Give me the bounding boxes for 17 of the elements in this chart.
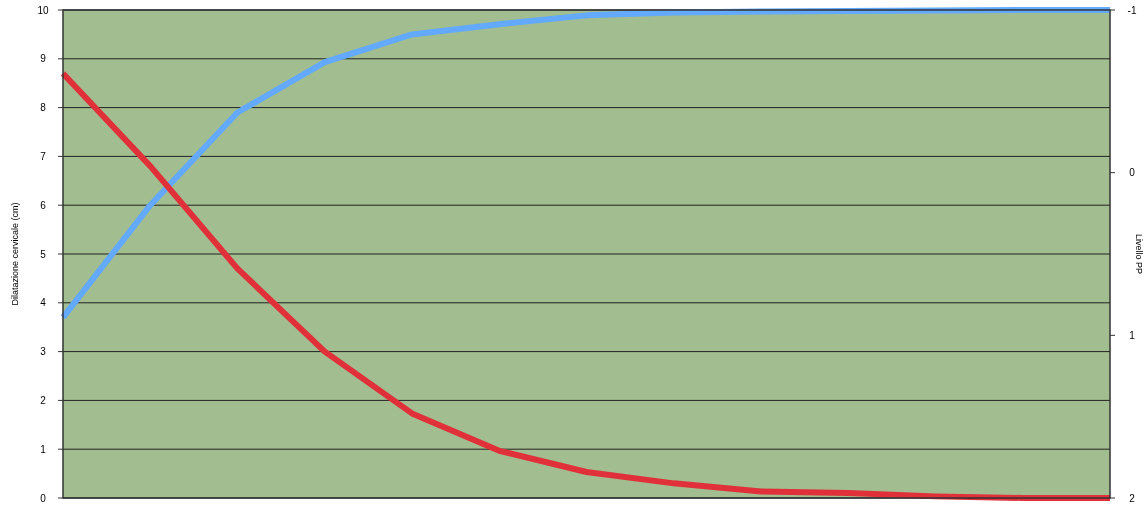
y-tick-label: 1 [40,443,47,455]
y2-tick-label: 0 [1129,167,1136,179]
y-tick-label: 0 [40,492,47,504]
y-tick-label: 6 [40,199,47,211]
y-tick-label: 10 [37,4,49,16]
y-tick-label: 4 [40,297,47,309]
y2-tick-label: -1 [1127,4,1137,16]
y-tick-label: 8 [40,102,47,114]
y-axis-title: Dilatazione cervicale (cm) [10,202,20,306]
y2-tick-label: 1 [1129,329,1136,341]
y-tick-label: 3 [40,346,47,358]
y-tick-label: 9 [40,53,47,65]
y2-axis-title: Livello PP [1134,233,1144,275]
y2-tick-label: 2 [1129,492,1136,504]
y-tick-label: 2 [40,394,47,406]
y-tick-label: 7 [40,150,47,162]
y-tick-label: 5 [40,248,47,260]
